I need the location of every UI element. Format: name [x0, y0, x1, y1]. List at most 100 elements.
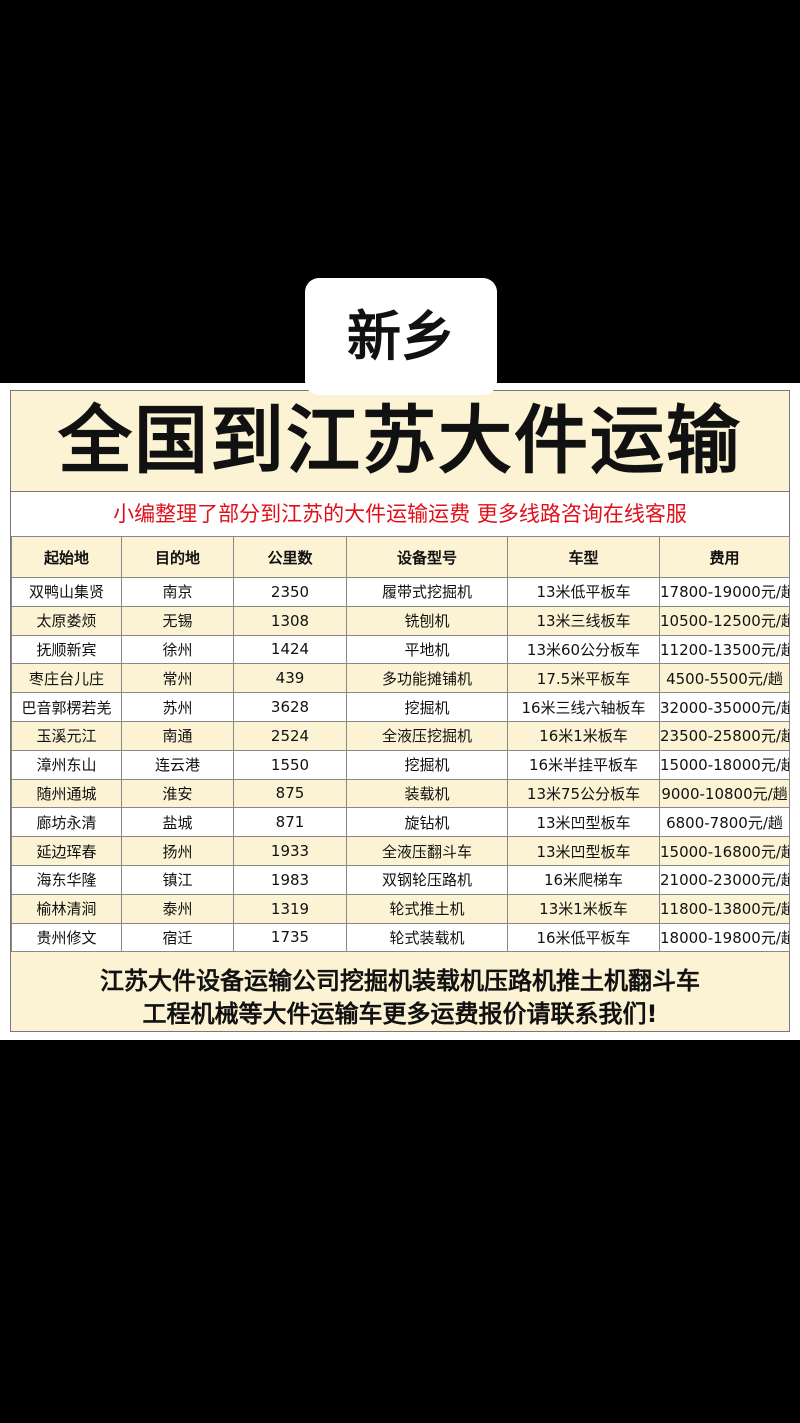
- table-cell: 21000-23000元/趟: [659, 864, 790, 895]
- table-cell: 16米爬梯车: [507, 864, 660, 895]
- table-cell: 13米75公分板车: [507, 778, 660, 809]
- subtitle: 小编整理了部分到江苏的大件运输运费 更多线路咨询在线客服: [11, 491, 789, 537]
- table-cell: 淮安: [121, 778, 234, 809]
- table-row: 枣庄台儿庄 常州 439 多功能摊铺机 17.5米平板车 4500-5500元/趟: [11, 663, 790, 694]
- table-row: 海东华隆 镇江 1983 双钢轮压路机 16米爬梯车 21000-23000元/趟: [11, 864, 790, 895]
- price-table: 起始地 目的地 公里数 设备型号 车型 费用 双鸭山集贤 南京 2350 履带式挖掘机 13米低平…: [11, 536, 790, 953]
- table-cell: 13米1米板车: [507, 893, 660, 924]
- table-cell: 延边珲春: [11, 836, 122, 866]
- table-cell: 轮式推土机: [346, 893, 508, 924]
- table-row: 巴音郭楞若羌 苏州 3628 挖掘机 16米三线六轴板车 32000-35000元/趟: [11, 692, 790, 722]
- table-cell: 海东华隆: [11, 864, 122, 895]
- table-cell: 徐州: [121, 634, 234, 665]
- footer-line: 工程机械等大件运输车更多运费报价请联系我们!: [142, 1000, 658, 1028]
- table-cell: 1550: [233, 749, 347, 780]
- column-header: 设备型号: [346, 536, 508, 578]
- table-row: 榆林清涧 泰州 1319 轮式推土机 13米1米板车 11800-13800元/趟: [11, 893, 790, 924]
- table-cell: 1983: [233, 864, 347, 895]
- title: 全国到江苏大件运输: [58, 398, 742, 484]
- header-row: 起始地 目的地 公里数 设备型号 车型 费用: [11, 536, 790, 578]
- table-cell: 1735: [233, 922, 347, 953]
- table-row: 太原娄烦 无锡 1308 铣刨机 13米三线板车 10500-12500元/趟: [11, 605, 790, 636]
- table-cell: 漳州东山: [11, 749, 122, 780]
- table-cell: 铣刨机: [346, 605, 508, 636]
- table-row: 抚顺新宾 徐州 1424 平地机 13米60公分板车 11200-13500元/趟: [11, 634, 790, 665]
- table-row: 玉溪元江 南通 2524 全液压挖掘机 16米1米板车 23500-25800元/趟: [11, 720, 790, 751]
- table-cell: 抚顺新宾: [11, 634, 122, 665]
- table-cell: 全液压翻斗车: [346, 836, 508, 866]
- table-row: 延边珲春 扬州 1933 全液压翻斗车 13米凹型板车 15000-16800元/趟: [11, 836, 790, 866]
- table-cell: 17.5米平板车: [507, 663, 660, 694]
- table-cell: 13米60公分板车: [507, 634, 660, 665]
- table-cell: 9000-10800元/趟: [659, 778, 790, 809]
- column-header: 车型: [507, 536, 660, 578]
- sheet: 全国到江苏大件运输 小编整理了部分到江苏的大件运输运费 更多线路咨询在线客服 起…: [0, 383, 800, 1040]
- table-row: 随州通城 淮安 875 装载机 13米75公分板车 9000-10800元/趟: [11, 778, 790, 809]
- table-cell: 双钢轮压路机: [346, 864, 508, 895]
- table-row: 漳州东山 连云港 1550 挖掘机 16米半挂平板车 15000-18000元/趟: [11, 749, 790, 780]
- table-cell: 挖掘机: [346, 692, 508, 722]
- footer-line: 江苏大件设备运输公司挖掘机装载机压路机推土机翻斗车: [100, 967, 700, 995]
- table-cell: 3628: [233, 692, 347, 722]
- column-header: 目的地: [121, 536, 234, 578]
- table-cell: 16米1米板车: [507, 720, 660, 751]
- table-cell: 1319: [233, 893, 347, 924]
- table-row: 贵州修文 宿迁 1735 轮式装载机 16米低平板车 18000-19800元/趟: [11, 922, 790, 953]
- table-cell: 全液压挖掘机: [346, 720, 508, 751]
- table-cell: 13米凹型板车: [507, 807, 660, 838]
- table-cell: 2524: [233, 720, 347, 751]
- table-cell: 439: [233, 663, 347, 694]
- table-cell: 宿迁: [121, 922, 234, 953]
- table-cell: 装载机: [346, 778, 508, 809]
- table-cell: 6800-7800元/趟: [659, 807, 790, 838]
- table-cell: 玉溪元江: [11, 720, 122, 751]
- table-cell: 16米半挂平板车: [507, 749, 660, 780]
- table-cell: 2350: [233, 577, 347, 607]
- table-cell: 16米三线六轴板车: [507, 692, 660, 722]
- table-cell: 榆林清涧: [11, 893, 122, 924]
- table-cell: 32000-35000元/趟: [659, 692, 790, 722]
- table-cell: 挖掘机: [346, 749, 508, 780]
- table-cell: 871: [233, 807, 347, 838]
- column-header: 起始地: [11, 536, 122, 578]
- column-header: 费用: [659, 536, 790, 578]
- table-cell: 1308: [233, 605, 347, 636]
- table-cell: 随州通城: [11, 778, 122, 809]
- table-cell: 扬州: [121, 836, 234, 866]
- table-cell: 1933: [233, 836, 347, 866]
- table-cell: 巴音郭楞若羌: [11, 692, 122, 722]
- table-cell: 23500-25800元/趟: [659, 720, 790, 751]
- table-cell: 13米三线板车: [507, 605, 660, 636]
- table-cell: 多功能摊铺机: [346, 663, 508, 694]
- table-cell: 15000-18000元/趟: [659, 749, 790, 780]
- table-cell: 875: [233, 778, 347, 809]
- table-cell: 13米凹型板车: [507, 836, 660, 866]
- table-cell: 11200-13500元/趟: [659, 634, 790, 665]
- table-cell: 连云港: [121, 749, 234, 780]
- table-cell: 南京: [121, 577, 234, 607]
- table-cell: 16米低平板车: [507, 922, 660, 953]
- table-row: 廊坊永清 盐城 871 旋钻机 13米凹型板车 6800-7800元/趟: [11, 807, 790, 838]
- city-badge: 新乡: [305, 278, 497, 395]
- table-cell: 13米低平板车: [507, 577, 660, 607]
- column-header: 公里数: [233, 536, 347, 578]
- table-cell: 4500-5500元/趟: [659, 663, 790, 694]
- table-cell: 廊坊永清: [11, 807, 122, 838]
- table-cell: 南通: [121, 720, 234, 751]
- table-cell: 11800-13800元/趟: [659, 893, 790, 924]
- table-cell: 盐城: [121, 807, 234, 838]
- table-cell: 18000-19800元/趟: [659, 922, 790, 953]
- table-cell: 1424: [233, 634, 347, 665]
- table-cell: 无锡: [121, 605, 234, 636]
- table-cell: 15000-16800元/趟: [659, 836, 790, 866]
- table-cell: 镇江: [121, 864, 234, 895]
- table-row: 双鸭山集贤 南京 2350 履带式挖掘机 13米低平板车 17800-19000元/趟: [11, 577, 790, 607]
- table-cell: 17800-19000元/趟: [659, 577, 790, 607]
- table-cell: 双鸭山集贤: [11, 577, 122, 607]
- table-cell: 轮式装载机: [346, 922, 508, 953]
- table-cell: 枣庄台儿庄: [11, 663, 122, 694]
- table-cell: 泰州: [121, 893, 234, 924]
- content-box: 全国到江苏大件运输 小编整理了部分到江苏的大件运输运费 更多线路咨询在线客服 起…: [10, 390, 790, 1032]
- table-cell: 10500-12500元/趟: [659, 605, 790, 636]
